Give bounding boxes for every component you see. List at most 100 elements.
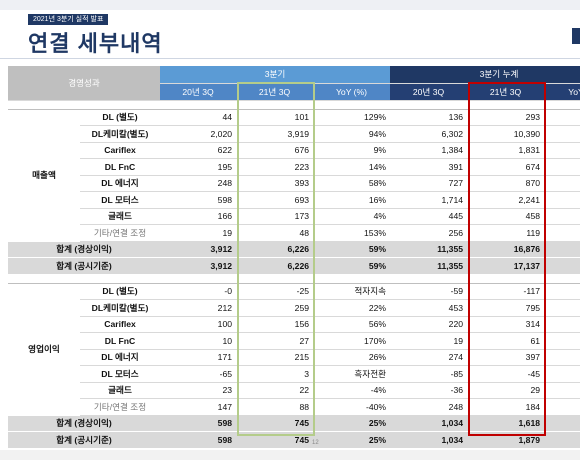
- cell-yoy: -40%: [313, 398, 391, 416]
- table-row: DL 에너지 248 393 58% 727 870: [8, 175, 580, 192]
- total-cell-yoy: 59%: [313, 241, 391, 258]
- row-item-label: DL FnC: [80, 332, 161, 350]
- total-row: 합계 (공시기준) 3,912 6,226 59% 11,355 17,137: [8, 257, 580, 275]
- header-3q-20: 20년 3Q: [160, 83, 237, 101]
- row-item-label: DL 모터스: [80, 365, 161, 383]
- cell-q21: 259: [236, 299, 314, 317]
- row-item-label: DL (별도): [80, 283, 161, 300]
- cell-q21: 88: [236, 398, 314, 416]
- total-row: 합계 (경상이익) 598 745 25% 1,034 1,618: [8, 415, 580, 432]
- cell-c21: 674: [467, 158, 545, 176]
- table-row: DL FnC 195 223 14% 391 674: [8, 158, 580, 176]
- table-row: 영업이익 DL (별도) -0 -25 적자지속 -59 -117: [8, 283, 580, 354]
- cell-cyoy: [544, 349, 580, 366]
- cell-q20: 147: [160, 398, 237, 416]
- cell-cyoy: [544, 316, 580, 333]
- cell-c20: 727: [390, 175, 468, 192]
- cell-q21: 215: [236, 349, 314, 366]
- cell-q21: 173: [236, 208, 314, 225]
- cell-c21: 397: [467, 349, 545, 366]
- header-cum-20: 20년 3Q: [390, 83, 468, 101]
- cell-c20: 256: [390, 224, 468, 242]
- cell-cyoy: [544, 208, 580, 225]
- header-label: 경영성과: [8, 66, 161, 101]
- cell-q21: 101: [236, 109, 314, 126]
- cell-c21: 2,241: [467, 191, 545, 209]
- report-tag: 2021년 3분기 실적 발표: [28, 14, 109, 25]
- header-cum-yoy: YoY: [544, 83, 580, 101]
- row-item-label: Cariflex: [80, 316, 161, 333]
- cell-q20: 171: [160, 349, 237, 366]
- cell-yoy: 58%: [313, 175, 391, 192]
- cell-q21: 676: [236, 142, 314, 159]
- row-item-label: DL 에너지: [80, 175, 161, 192]
- row-item-label: Cariflex: [80, 142, 161, 159]
- cell-q21: 156: [236, 316, 314, 333]
- cell-c21: 10,390: [467, 125, 545, 143]
- cell-cyoy: [544, 365, 580, 383]
- table-row: DL 모터스 -65 3 흑자전환 -85 -45: [8, 365, 580, 383]
- total-cell-yoy: 25%: [313, 431, 391, 449]
- cell-c21: 314: [467, 316, 545, 333]
- total-cell-q20: 3,912: [160, 257, 237, 275]
- cell-q20: 23: [160, 382, 237, 399]
- cell-c20: -85: [390, 365, 468, 383]
- cell-q20: 19: [160, 224, 237, 242]
- table-row: Cariflex 622 676 9% 1,384 1,831: [8, 142, 580, 159]
- row-item-label: DL케미칼(별도): [80, 299, 161, 317]
- row-item-label: DL (별도): [80, 109, 161, 126]
- table-row: 매출액 DL (별도) 44 101 129% 136 293: [8, 109, 580, 180]
- table-body: 매출액 DL (별도) 44 101 129% 136 293 DL케미칼(별도) 2,020 3…: [8, 100, 580, 449]
- cell-c21: 293: [467, 109, 545, 126]
- total-cell-cyoy: [544, 431, 580, 449]
- total-cell-c21: 1,618: [467, 415, 545, 432]
- cell-yoy: 흑자전환: [313, 365, 391, 383]
- cell-q21: 223: [236, 158, 314, 176]
- spacer-row: [8, 274, 580, 284]
- row-item-label: 글래드: [80, 382, 161, 399]
- table-row: 글래드 166 173 4% 445 458: [8, 208, 580, 225]
- cell-q20: 100: [160, 316, 237, 333]
- cell-c21: 61: [467, 332, 545, 350]
- cell-cyoy: [544, 191, 580, 209]
- cell-c20: 136: [390, 109, 468, 126]
- total-cell-q21: 6,226: [236, 257, 314, 275]
- results-table: 경영성과 3분기 3분기 누계 20년 3Q 21년 3Q YoY (%) 20…: [8, 66, 580, 449]
- cell-cyoy: [544, 299, 580, 317]
- cell-cyoy: [544, 125, 580, 143]
- table-row: 글래드 23 22 -4% -36 29: [8, 382, 580, 399]
- cell-q21: 3,919: [236, 125, 314, 143]
- cell-q20: 622: [160, 142, 237, 159]
- total-cell-q20: 598: [160, 431, 237, 449]
- bottom-strip: [0, 450, 580, 460]
- cell-c21: -117: [467, 283, 545, 300]
- cell-yoy: 129%: [313, 109, 391, 126]
- total-row: 합계 (경상이익) 3,912 6,226 59% 11,355 16,876: [8, 241, 580, 258]
- header-group-cumulative: 3분기 누계: [390, 66, 580, 84]
- table-row: DL 에너지 171 215 26% 274 397: [8, 349, 580, 366]
- row-item-label: DL 모터스: [80, 191, 161, 209]
- page-title: 연결 세부내역: [28, 31, 163, 56]
- cell-q20: 248: [160, 175, 237, 192]
- cell-yoy: 22%: [313, 299, 391, 317]
- cell-cyoy: [544, 224, 580, 242]
- total-cell-c20: 11,355: [390, 241, 468, 258]
- cell-yoy: 26%: [313, 349, 391, 366]
- total-cell-c21: 17,137: [467, 257, 545, 275]
- category-label: 영업이익: [28, 344, 60, 355]
- row-item-label: 글래드: [80, 208, 161, 225]
- total-label: 합계 (공시기준): [8, 431, 161, 449]
- table-row: DL 모터스 598 693 16% 1,714 2,241: [8, 191, 580, 209]
- cell-c21: 29: [467, 382, 545, 399]
- cell-c20: 1,714: [390, 191, 468, 209]
- header-group-3q: 3분기: [160, 66, 391, 84]
- total-label: 합계 (경상이익): [8, 415, 161, 432]
- cell-q21: 48: [236, 224, 314, 242]
- cell-c21: 795: [467, 299, 545, 317]
- cell-yoy: -4%: [313, 382, 391, 399]
- table-row: Cariflex 100 156 56% 220 314: [8, 316, 580, 333]
- edge-mark: [572, 28, 580, 44]
- row-item-label: 기타/연결 조정: [80, 398, 161, 416]
- cell-q20: -65: [160, 365, 237, 383]
- category-label: 매출액: [32, 170, 56, 181]
